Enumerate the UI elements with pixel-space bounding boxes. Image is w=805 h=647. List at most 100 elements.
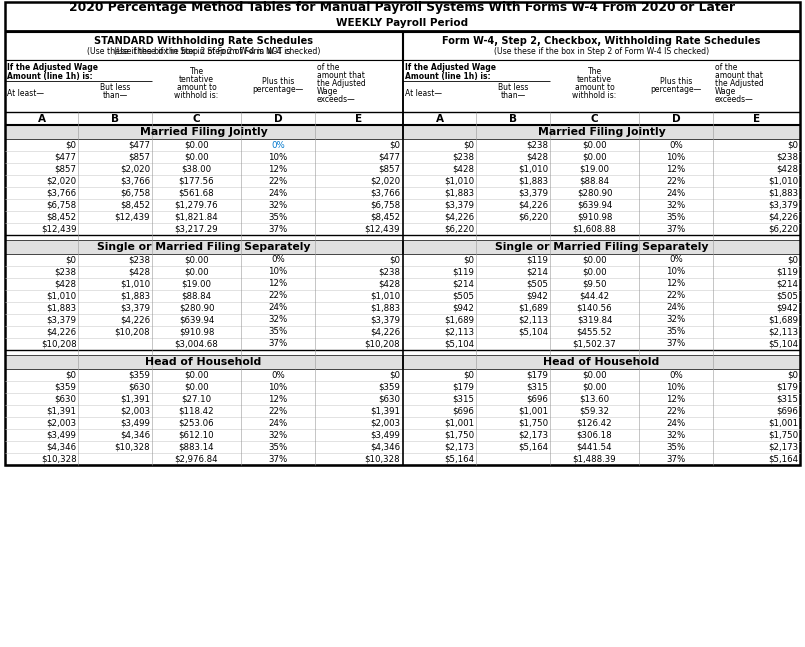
Text: $0.00: $0.00 xyxy=(582,382,607,391)
Text: Amount (line 1h) is:: Amount (line 1h) is: xyxy=(405,72,490,80)
Text: 12%: 12% xyxy=(268,395,287,404)
Text: $119: $119 xyxy=(452,267,474,276)
Text: 0%: 0% xyxy=(271,371,285,380)
Text: $1,010: $1,010 xyxy=(120,280,150,289)
Text: $942: $942 xyxy=(526,292,548,300)
Text: $1,010: $1,010 xyxy=(518,164,548,173)
Text: $10,208: $10,208 xyxy=(365,340,400,349)
Text: $428: $428 xyxy=(55,280,76,289)
Text: $3,379: $3,379 xyxy=(120,303,150,313)
Text: $238: $238 xyxy=(378,267,400,276)
Text: At least—: At least— xyxy=(7,89,44,98)
Text: $13.60: $13.60 xyxy=(580,395,609,404)
Text: withhold is:: withhold is: xyxy=(572,91,617,100)
Text: $6,758: $6,758 xyxy=(120,188,150,197)
Text: $0.00: $0.00 xyxy=(184,267,208,276)
Text: $0: $0 xyxy=(389,140,400,149)
Text: 35%: 35% xyxy=(268,443,287,452)
Text: $0.00: $0.00 xyxy=(184,371,208,380)
Text: 32%: 32% xyxy=(268,430,287,439)
Bar xyxy=(5,2,800,465)
Text: $1,001: $1,001 xyxy=(518,406,548,415)
Text: $639.94: $639.94 xyxy=(577,201,613,210)
Text: $0: $0 xyxy=(389,256,400,265)
Text: amount that: amount that xyxy=(715,72,762,80)
Text: $3,766: $3,766 xyxy=(120,177,150,186)
Text: 24%: 24% xyxy=(667,188,686,197)
Bar xyxy=(403,32,800,60)
Text: B: B xyxy=(111,113,119,124)
Text: 35%: 35% xyxy=(667,443,686,452)
Text: $1,391: $1,391 xyxy=(120,395,150,404)
Text: $238: $238 xyxy=(526,140,548,149)
Text: $38.00: $38.00 xyxy=(181,164,212,173)
Text: $179: $179 xyxy=(452,382,474,391)
Text: $280.90: $280.90 xyxy=(179,303,214,313)
Text: At least—: At least— xyxy=(405,89,442,98)
Text: $238: $238 xyxy=(128,256,150,265)
Text: D: D xyxy=(671,113,680,124)
Text: $315: $315 xyxy=(452,395,474,404)
Text: $12,439: $12,439 xyxy=(41,225,76,234)
Text: $88.84: $88.84 xyxy=(580,177,609,186)
Text: $214: $214 xyxy=(526,267,548,276)
Text: $126.42: $126.42 xyxy=(576,419,613,428)
Text: $0: $0 xyxy=(65,256,76,265)
Text: $59.32: $59.32 xyxy=(580,406,609,415)
Text: $1,689: $1,689 xyxy=(518,303,548,313)
Text: 2020 Percentage Method Tables for Manual Payroll Systems With Forms W-4 From 202: 2020 Percentage Method Tables for Manual… xyxy=(69,1,736,14)
Text: $612.10: $612.10 xyxy=(179,430,214,439)
Text: 12%: 12% xyxy=(268,164,287,173)
Text: amount to: amount to xyxy=(176,83,217,93)
Text: amount to: amount to xyxy=(575,83,614,93)
Text: $428: $428 xyxy=(776,164,798,173)
Text: $177.56: $177.56 xyxy=(179,177,214,186)
Text: 22%: 22% xyxy=(667,406,686,415)
Text: $4,226: $4,226 xyxy=(768,212,798,221)
Text: WEEKLY Payroll Period: WEEKLY Payroll Period xyxy=(336,17,469,28)
Text: $6,220: $6,220 xyxy=(768,225,798,234)
Text: $455.52: $455.52 xyxy=(576,327,613,336)
Text: $306.18: $306.18 xyxy=(576,430,613,439)
Text: $428: $428 xyxy=(526,153,548,162)
Text: E: E xyxy=(753,113,760,124)
Text: $5,164: $5,164 xyxy=(768,454,798,463)
Text: $1,883: $1,883 xyxy=(518,177,548,186)
Text: Married Filing Jointly: Married Filing Jointly xyxy=(538,127,666,137)
Text: 0%: 0% xyxy=(271,256,285,265)
Text: 35%: 35% xyxy=(268,212,287,221)
Text: the Adjusted: the Adjusted xyxy=(715,80,763,89)
Text: $8,452: $8,452 xyxy=(47,212,76,221)
Text: $19.00: $19.00 xyxy=(580,164,609,173)
Text: $942: $942 xyxy=(776,303,798,313)
Text: 0%: 0% xyxy=(669,256,683,265)
Text: $359: $359 xyxy=(55,382,76,391)
Text: $1,010: $1,010 xyxy=(444,177,474,186)
Text: $0.00: $0.00 xyxy=(582,371,607,380)
Text: Single or Married Filing Separately: Single or Married Filing Separately xyxy=(495,242,708,252)
Text: 37%: 37% xyxy=(268,340,287,349)
Text: $4,346: $4,346 xyxy=(120,430,150,439)
Text: $696: $696 xyxy=(452,406,474,415)
Text: exceeds—: exceeds— xyxy=(715,96,753,105)
Text: But less: But less xyxy=(498,83,528,93)
Bar xyxy=(5,125,402,139)
Text: $857: $857 xyxy=(378,164,400,173)
Text: $2,003: $2,003 xyxy=(120,406,150,415)
Text: $4,226: $4,226 xyxy=(369,327,400,336)
Text: $0: $0 xyxy=(787,371,798,380)
Text: $1,010: $1,010 xyxy=(768,177,798,186)
Text: $1,750: $1,750 xyxy=(444,430,474,439)
Text: $4,346: $4,346 xyxy=(47,443,76,452)
Text: 35%: 35% xyxy=(268,327,287,336)
Text: 35%: 35% xyxy=(667,212,686,221)
Text: $0: $0 xyxy=(464,140,474,149)
Text: 0%: 0% xyxy=(669,140,683,149)
Text: $1,883: $1,883 xyxy=(768,188,798,197)
Text: $2,173: $2,173 xyxy=(444,443,474,452)
Text: $1,391: $1,391 xyxy=(370,406,400,415)
Text: 24%: 24% xyxy=(268,188,287,197)
Text: Wage: Wage xyxy=(316,87,338,96)
Text: The: The xyxy=(588,67,601,76)
Text: $2,003: $2,003 xyxy=(47,419,76,428)
